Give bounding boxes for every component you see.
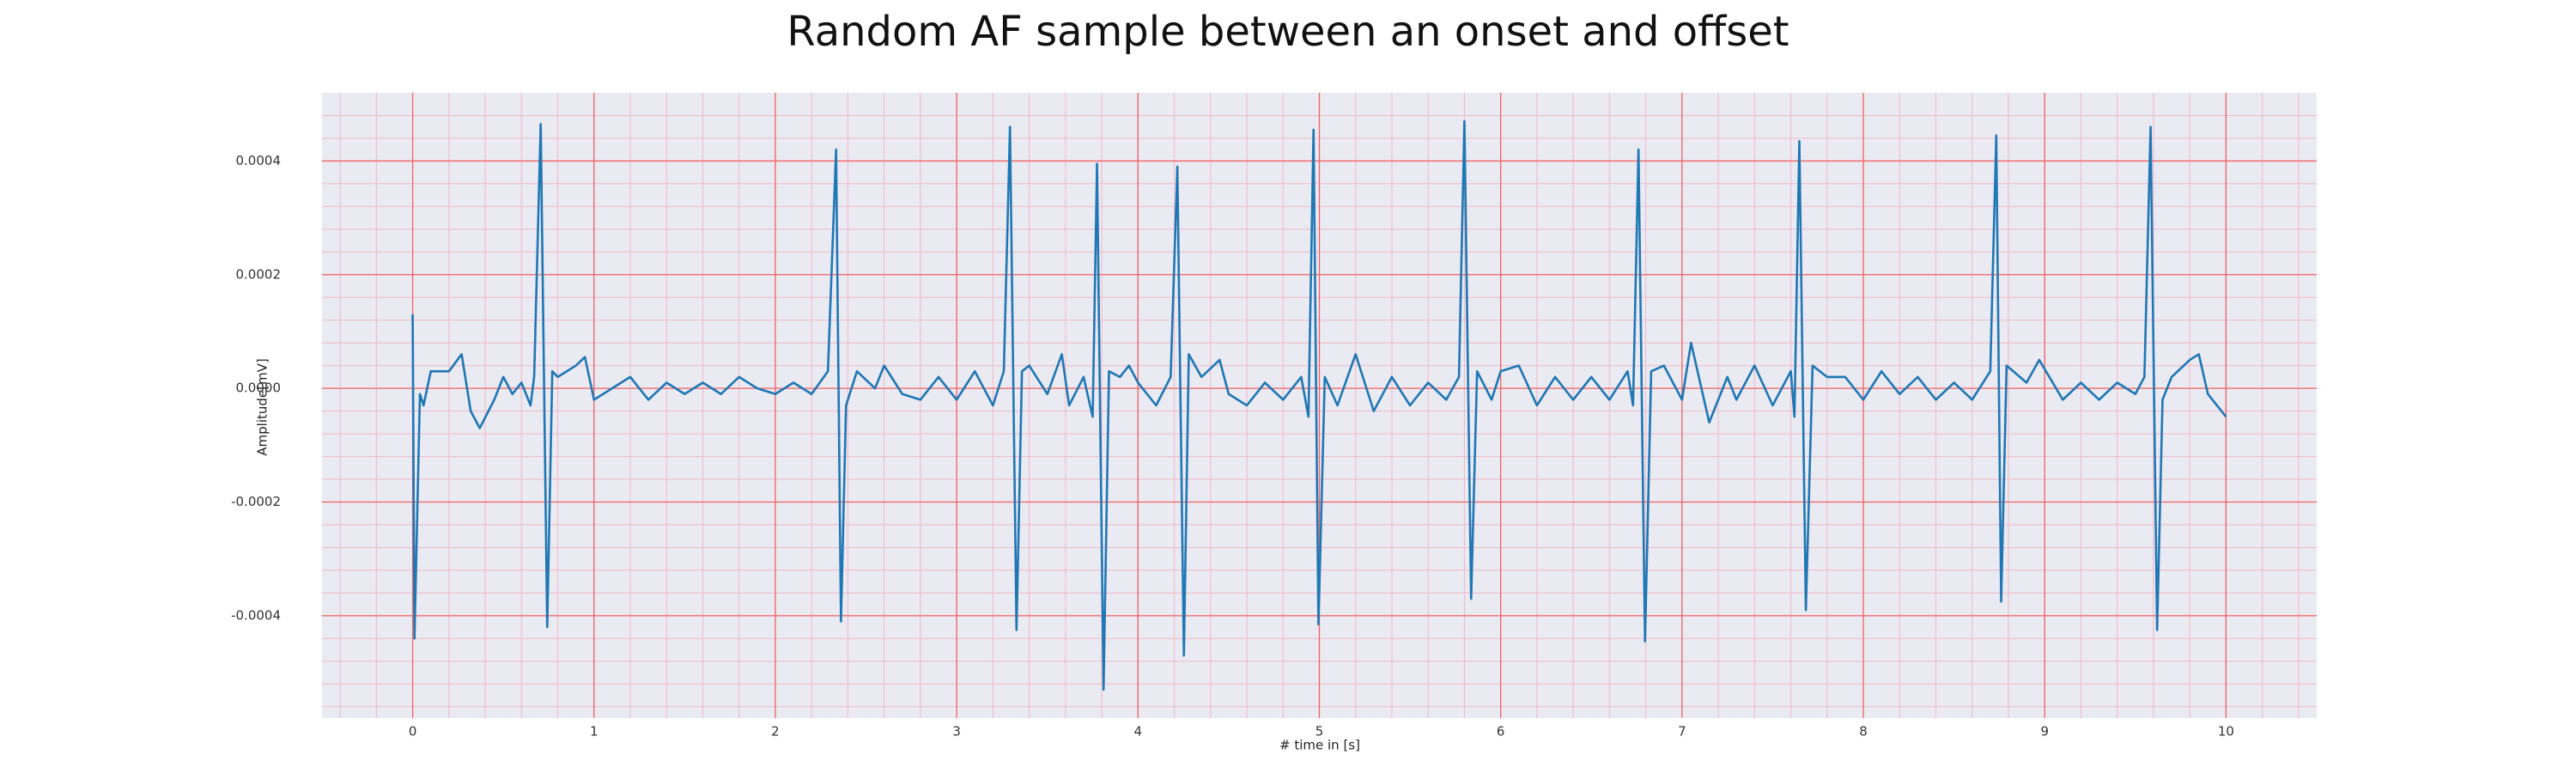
x-tick-label: 5 xyxy=(1315,724,1324,740)
x-tick-label: 8 xyxy=(1859,724,1868,740)
y-axis-label: Amplitude[mV] xyxy=(255,358,270,455)
y-tick-label: -0.0004 xyxy=(231,607,281,623)
x-tick-label: 2 xyxy=(771,724,780,740)
x-tick-label: 3 xyxy=(952,724,961,740)
x-tick-label: 1 xyxy=(590,724,598,740)
x-tick-label: 7 xyxy=(1678,724,1686,740)
chart-title: Random AF sample between an onset and of… xyxy=(787,8,1789,56)
x-tick-label: 0 xyxy=(409,724,417,740)
y-tick-label: 0.0002 xyxy=(236,266,282,282)
x-tick-label: 6 xyxy=(1497,724,1505,740)
x-axis-label: # time in [s] xyxy=(1279,738,1360,753)
y-tick-label: 0.0004 xyxy=(236,153,282,168)
x-tick-label: 4 xyxy=(1134,724,1143,740)
y-tick-label: -0.0002 xyxy=(231,494,281,509)
y-tick-label: 0.0000 xyxy=(236,380,282,396)
x-tick-label: 9 xyxy=(2040,724,2049,740)
x-tick-label: 10 xyxy=(2218,724,2234,740)
data-line xyxy=(411,119,2227,691)
